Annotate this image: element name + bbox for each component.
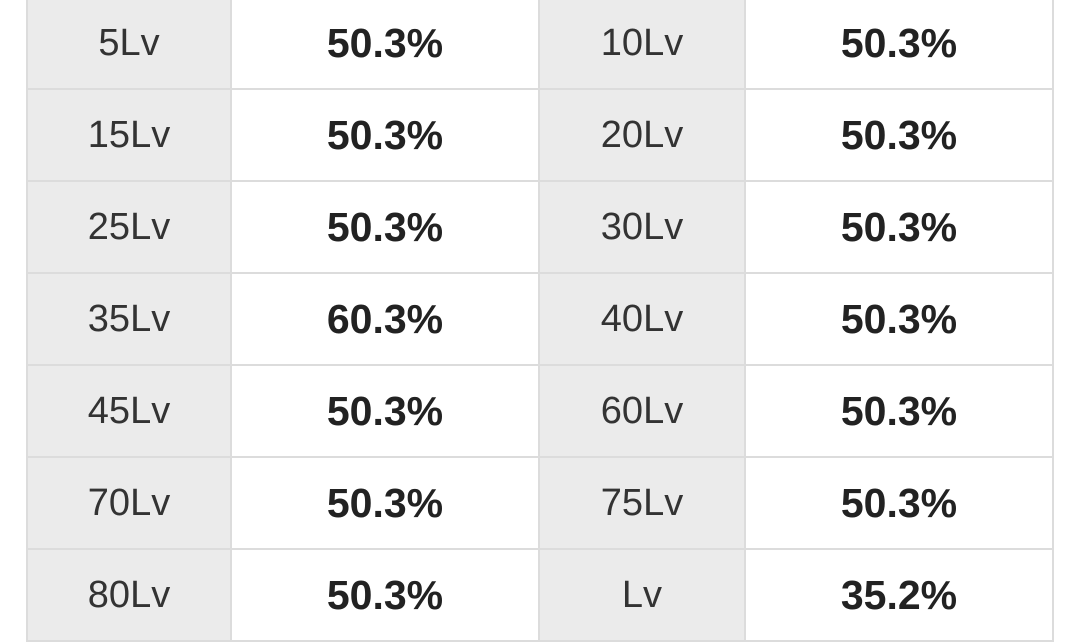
value-cell: 50.3%: [746, 274, 1054, 366]
level-cell: 45Lv: [26, 366, 232, 458]
level-cell: 10Lv: [540, 0, 746, 90]
value-cell: 50.3%: [746, 0, 1054, 90]
value-cell: 50.3%: [746, 458, 1054, 550]
level-cell: 25Lv: [26, 182, 232, 274]
value-cell: 50.3%: [232, 458, 540, 550]
level-cell: 5Lv: [26, 0, 232, 90]
value-cell: 50.3%: [746, 366, 1054, 458]
value-cell: 50.3%: [746, 90, 1054, 182]
level-cell: 30Lv: [540, 182, 746, 274]
level-cell: Lv: [540, 550, 746, 642]
level-cell: 40Lv: [540, 274, 746, 366]
level-cell: 70Lv: [26, 458, 232, 550]
value-cell: 50.3%: [746, 182, 1054, 274]
level-cell: 75Lv: [540, 458, 746, 550]
value-cell: 35.2%: [746, 550, 1054, 642]
level-cell: 20Lv: [540, 90, 746, 182]
value-cell: 50.3%: [232, 366, 540, 458]
level-cell: 60Lv: [540, 366, 746, 458]
value-cell: 60.3%: [232, 274, 540, 366]
value-cell: 50.3%: [232, 182, 540, 274]
value-cell: 50.3%: [232, 0, 540, 90]
value-cell: 50.3%: [232, 550, 540, 642]
level-cell: 35Lv: [26, 274, 232, 366]
value-cell: 50.3%: [232, 90, 540, 182]
table: 5Lv 50.3% 10Lv 50.3% 15Lv 50.3% 20Lv 50.3% 25Lv 5…: [26, 0, 1054, 642]
level-cell: 15Lv: [26, 90, 232, 182]
level-cell: 80Lv: [26, 550, 232, 642]
